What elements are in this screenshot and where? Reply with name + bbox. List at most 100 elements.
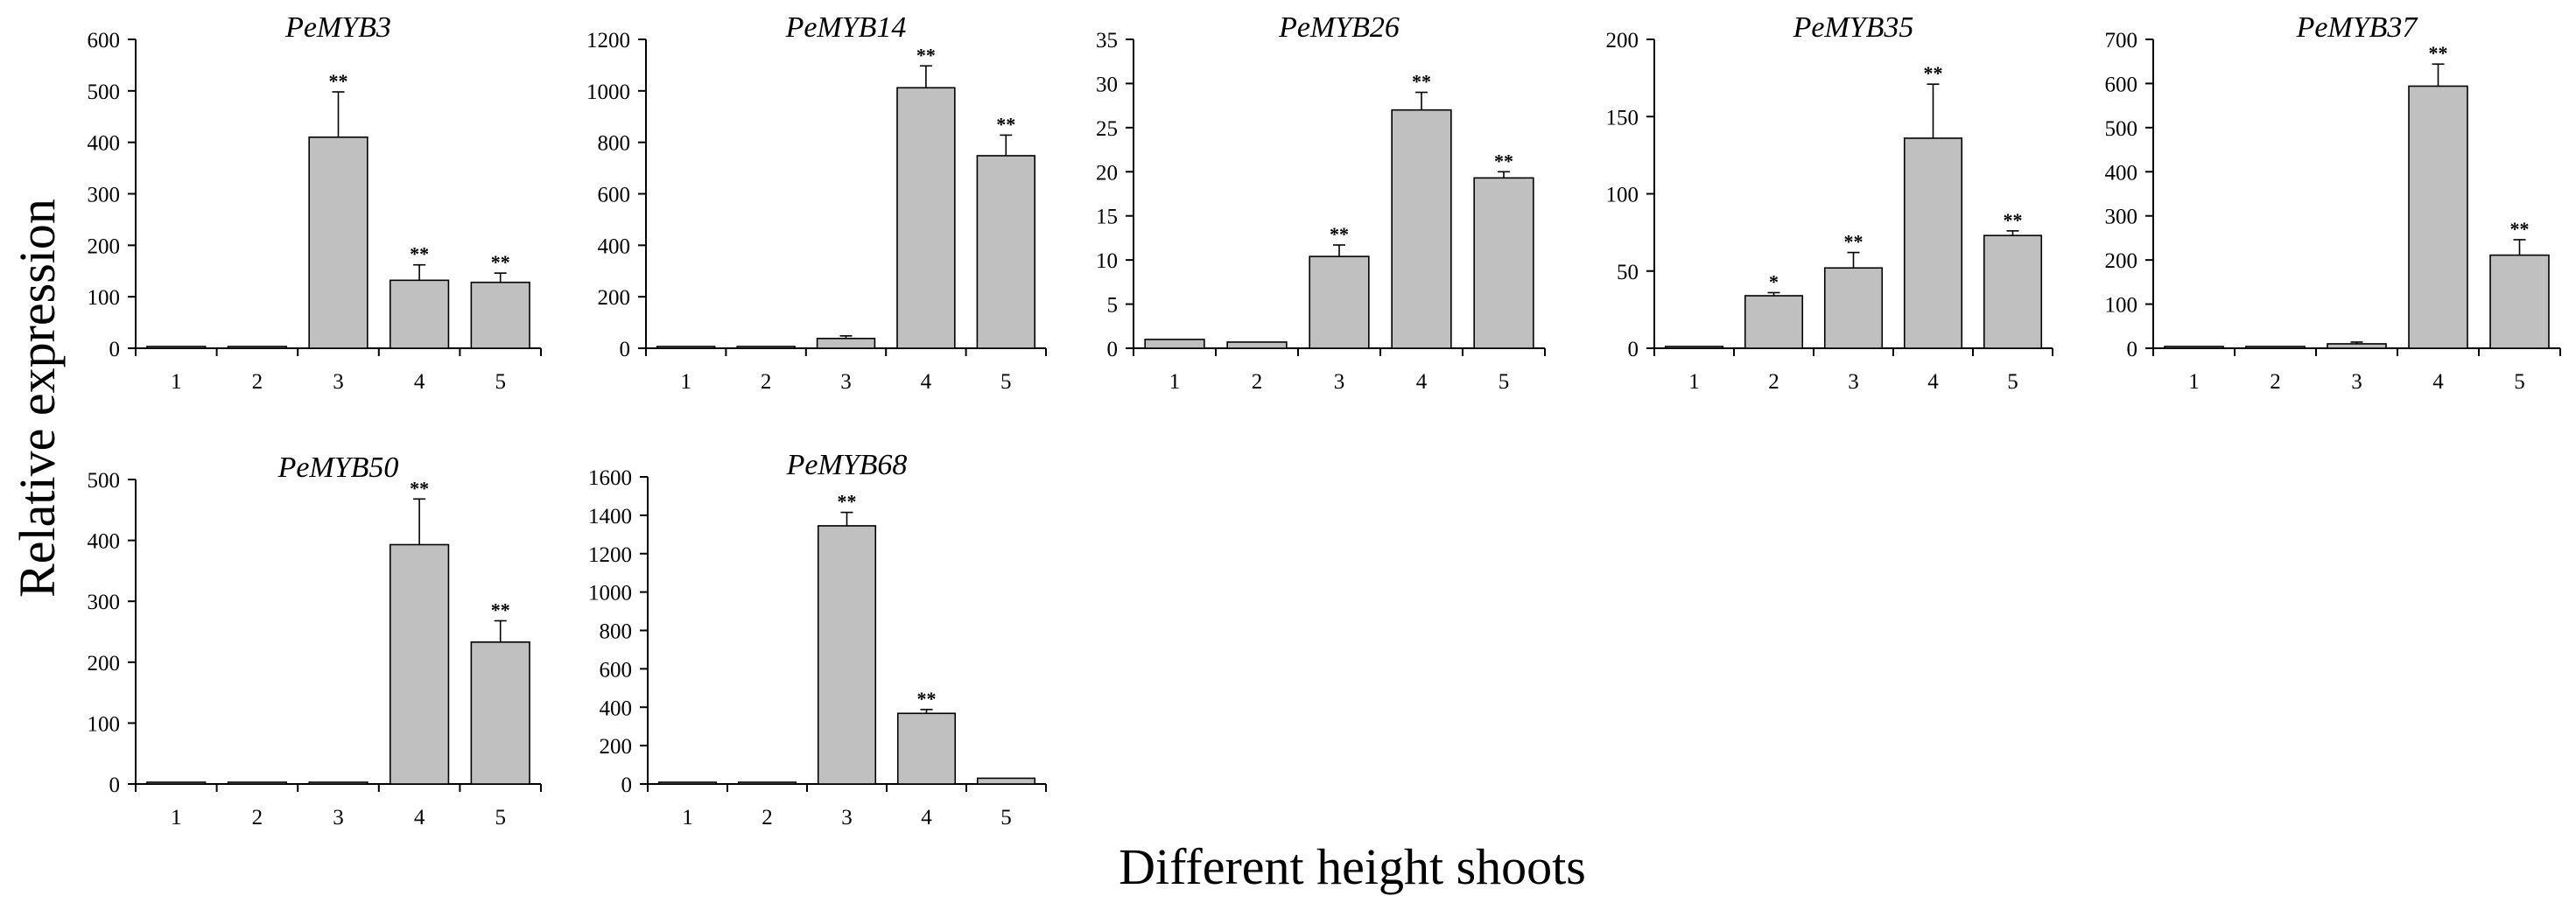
y-tick-label: 200 — [1606, 29, 1639, 52]
x-tick-label: 3 — [841, 806, 853, 830]
x-tick-label: 1 — [1688, 370, 1700, 394]
y-tick-label: 50 — [1617, 261, 1639, 284]
bar — [976, 155, 1036, 349]
x-tick-label: 4 — [414, 370, 425, 394]
panel-title: PeMYB37 — [2296, 11, 2419, 44]
y-tick-label: 100 — [88, 712, 121, 736]
x-tick-label: 2 — [2270, 370, 2281, 394]
bar — [1391, 108, 1452, 349]
y-tick-label: 0 — [620, 338, 631, 361]
y-tick-label: 500 — [88, 80, 121, 104]
y-tick-label: 200 — [88, 652, 121, 676]
y-tick-label: 200 — [88, 234, 121, 258]
x-tick-label: 1 — [171, 806, 182, 830]
panel-title: PeMYB35 — [1793, 11, 1914, 44]
y-tick-label: 300 — [88, 591, 121, 614]
x-tick-label: 5 — [1000, 806, 1012, 830]
bar — [2408, 85, 2468, 349]
bar — [227, 346, 288, 349]
bar — [656, 346, 716, 349]
y-tick-label: 400 — [88, 530, 121, 554]
y-tick-label: 0 — [109, 774, 121, 797]
bar — [1309, 256, 1370, 349]
bar — [2327, 343, 2387, 349]
x-tick-label: 3 — [1848, 370, 1859, 394]
y-tick-label: 15 — [1096, 206, 1118, 229]
significance-label: ** — [996, 113, 1015, 135]
panel-title: PeMYB50 — [277, 452, 399, 484]
significance-label: ** — [917, 688, 937, 710]
y-tick-label: 1000 — [588, 582, 632, 606]
bar — [737, 781, 797, 785]
bar — [657, 781, 718, 785]
chart-panel: 0 100 200 300 400 500 1 2 3 4 ** 5 ** PeMYB50 — [88, 452, 542, 830]
x-tick-label: 3 — [840, 370, 852, 394]
chart-panel: 0 5 10 15 20 25 30 35 1 2 3 ** 4 ** 5 ** PeMYB26 — [1096, 11, 1546, 394]
y-tick-label: 500 — [88, 469, 121, 493]
significance-label: ** — [1844, 231, 1864, 253]
x-tick-label: 1 — [680, 370, 691, 394]
significance-label: ** — [838, 491, 857, 513]
x-tick-label: 1 — [171, 370, 182, 394]
chart-panel: 0 200 400 600 800 1000 1200 1400 1600 1 2 3 ** 4 ** 5 Pe… — [588, 449, 1047, 830]
y-tick-label: 400 — [2105, 161, 2138, 185]
y-tick-label: 35 — [1096, 29, 1118, 52]
bar — [2245, 346, 2306, 349]
y-tick-label: 5 — [1107, 294, 1119, 318]
significance-label: * — [1769, 270, 1779, 292]
bar — [470, 641, 530, 785]
y-tick-label: 150 — [1606, 106, 1639, 130]
y-tick-label: 10 — [1096, 249, 1118, 273]
y-tick-label: 30 — [1096, 73, 1118, 96]
y-tick-label: 25 — [1096, 117, 1118, 141]
significance-label: ** — [491, 251, 510, 273]
panel-title: PeMYB14 — [785, 11, 907, 44]
y-tick-label: 700 — [2105, 29, 2138, 52]
significance-label: ** — [410, 243, 429, 265]
bar — [1473, 177, 1534, 349]
bar — [1823, 267, 1884, 349]
panel-title: PeMYB3 — [284, 11, 391, 44]
y-tick-label: 0 — [621, 774, 633, 797]
x-tick-label: 2 — [252, 370, 263, 394]
panel-title: PeMYB26 — [1278, 11, 1400, 44]
bar — [976, 777, 1036, 785]
y-tick-label: 200 — [600, 735, 633, 759]
x-tick-label: 5 — [2007, 370, 2018, 394]
y-tick-label: 1000 — [586, 80, 630, 104]
x-tick-label: 2 — [761, 370, 772, 394]
bar — [896, 712, 957, 785]
x-tick-label: 1 — [682, 806, 693, 830]
x-tick-label: 4 — [921, 370, 932, 394]
x-tick-label: 4 — [1416, 370, 1428, 394]
x-tick-label: 5 — [495, 370, 506, 394]
x-tick-label: 4 — [414, 806, 425, 830]
bar — [1144, 339, 1205, 349]
significance-label: ** — [2510, 218, 2530, 240]
y-tick-label: 600 — [88, 29, 121, 52]
bar — [1226, 341, 1288, 349]
bar — [389, 279, 450, 349]
x-tick-label: 4 — [921, 806, 932, 830]
x-tick-label: 3 — [1334, 370, 1345, 394]
bar — [736, 346, 796, 349]
x-tick-label: 2 — [1768, 370, 1779, 394]
x-tick-label: 5 — [1499, 370, 1510, 394]
x-tick-label: 5 — [495, 806, 506, 830]
bar — [1744, 295, 1804, 349]
bar — [2164, 346, 2224, 349]
x-tick-label: 2 — [1252, 370, 1263, 394]
y-tick-label: 20 — [1096, 161, 1118, 185]
chart-panel: 0 50 100 150 200 1 2 * 3 ** 4 ** 5 ** PeMYB35 — [1606, 11, 2053, 394]
bar — [2489, 254, 2550, 349]
significance-label: ** — [1330, 223, 1349, 245]
y-tick-label: 800 — [598, 132, 631, 156]
x-tick-label: 1 — [1169, 370, 1181, 394]
significance-label: ** — [2004, 209, 2023, 231]
bar — [817, 525, 877, 785]
significance-label: ** — [329, 70, 348, 92]
y-tick-label: 500 — [2105, 117, 2138, 141]
bar — [389, 543, 450, 785]
